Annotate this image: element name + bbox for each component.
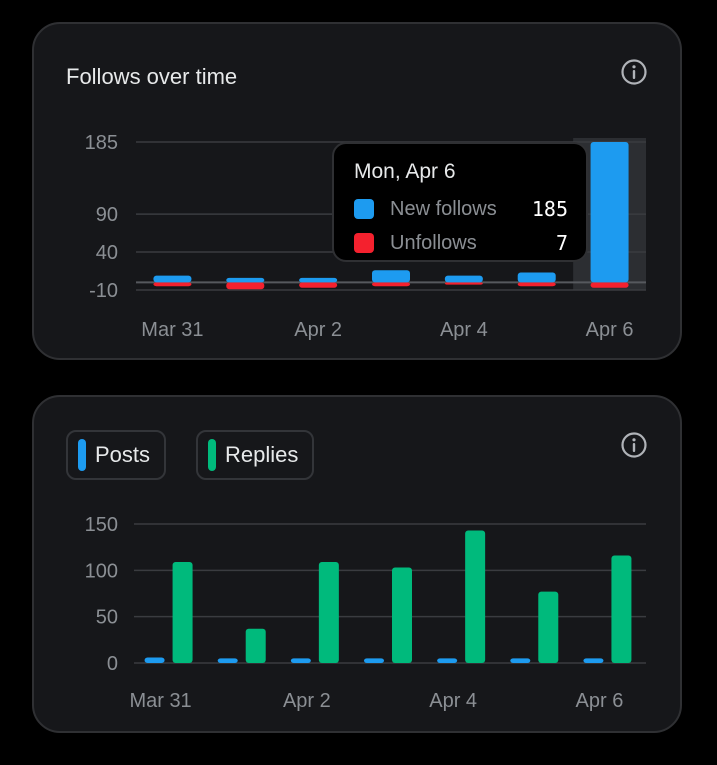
new-follows-swatch (354, 199, 374, 219)
tooltip-row-new-follows: New follows 185 (354, 196, 568, 222)
bar-unfollows (517, 282, 556, 287)
tooltip-value-new-follows: 185 (531, 197, 568, 221)
bar-replies (611, 555, 632, 663)
bar-new-follows (590, 142, 629, 283)
tooltip-label-new-follows: New follows (390, 197, 497, 220)
bar-posts (510, 658, 531, 663)
bar-posts (583, 658, 604, 663)
bar-new-follows (226, 277, 265, 283)
x-tick-label-apr-6: Apr 6 (586, 319, 634, 341)
unfollows-swatch (354, 233, 374, 253)
legend-toggle-posts[interactable]: Posts (66, 430, 167, 480)
bar-unfollows (226, 282, 265, 290)
bar-unfollows (590, 282, 629, 288)
y-tick-label: 90 (96, 204, 118, 226)
bar-new-follows (153, 275, 192, 283)
bar-unfollows (299, 282, 338, 288)
bar-new-follows (517, 272, 556, 283)
bar-replies (465, 530, 486, 663)
y-tick-label: 185 (85, 132, 118, 154)
bar-unfollows (372, 282, 410, 287)
tooltip-date: Mon, Apr 6 (354, 160, 456, 183)
y-tick-label: 0 (107, 653, 118, 675)
bar-unfollows (444, 282, 483, 285)
bar-posts (364, 658, 384, 663)
y-tick-label: -10 (89, 280, 118, 302)
bar-posts (217, 658, 238, 663)
bar-posts (437, 658, 458, 663)
x-tick-label-apr-4: Apr 4 (440, 319, 488, 341)
posts-swatch (78, 439, 86, 471)
replies-swatch (208, 439, 216, 471)
bar-new-follows (372, 270, 410, 283)
bar-replies (538, 591, 559, 663)
bar-replies (172, 561, 193, 663)
y-tick-label: 40 (96, 242, 118, 264)
bar-new-follows (444, 275, 483, 283)
x-tick-label-apr-2: Apr 2 (283, 690, 331, 712)
y-tick-label: 150 (85, 514, 118, 536)
bar-replies (392, 567, 412, 663)
x-tick-label-mar-31: Mar 31 (129, 690, 191, 712)
x-tick-label-apr-6: Apr 6 (576, 690, 624, 712)
legend-label-posts: Posts (95, 442, 151, 467)
x-tick-label-mar-31: Mar 31 (141, 319, 203, 341)
follows-tooltip: Mon, Apr 6 New follows 185 Unfollows 7 (332, 142, 588, 262)
bar-new-follows (299, 277, 338, 283)
legend-toggle-replies[interactable]: Replies (196, 430, 315, 480)
bar-posts (290, 658, 311, 663)
tooltip-value-unfollows: 7 (555, 231, 568, 255)
tooltip-label-unfollows: Unfollows (390, 231, 477, 254)
bar-replies (245, 628, 266, 663)
tooltip-row-unfollows: Unfollows 7 (354, 230, 568, 256)
follows-card-title: Follows over time (66, 64, 238, 89)
y-tick-label: 50 (96, 607, 118, 629)
info-icon[interactable] (620, 431, 648, 459)
bar-posts (144, 657, 165, 663)
bar-replies (318, 561, 339, 663)
follows-card: Follows over time -10 40 90 185 Mar 31 Apr 2 A… (32, 22, 682, 360)
legend-label-replies: Replies (225, 442, 299, 467)
activity-card: Posts Replies 0 50 100 150 Mar 31 Apr 2 Apr 4 A… (32, 395, 682, 733)
activity-chart: 0 50 100 150 Mar 31 Apr 2 Apr 4 Apr 6 (85, 514, 646, 712)
x-tick-label-apr-2: Apr 2 (294, 319, 342, 341)
x-tick-label-apr-4: Apr 4 (429, 690, 477, 712)
bar-unfollows (153, 282, 192, 287)
y-tick-label: 100 (85, 560, 118, 582)
info-icon[interactable] (620, 58, 648, 86)
